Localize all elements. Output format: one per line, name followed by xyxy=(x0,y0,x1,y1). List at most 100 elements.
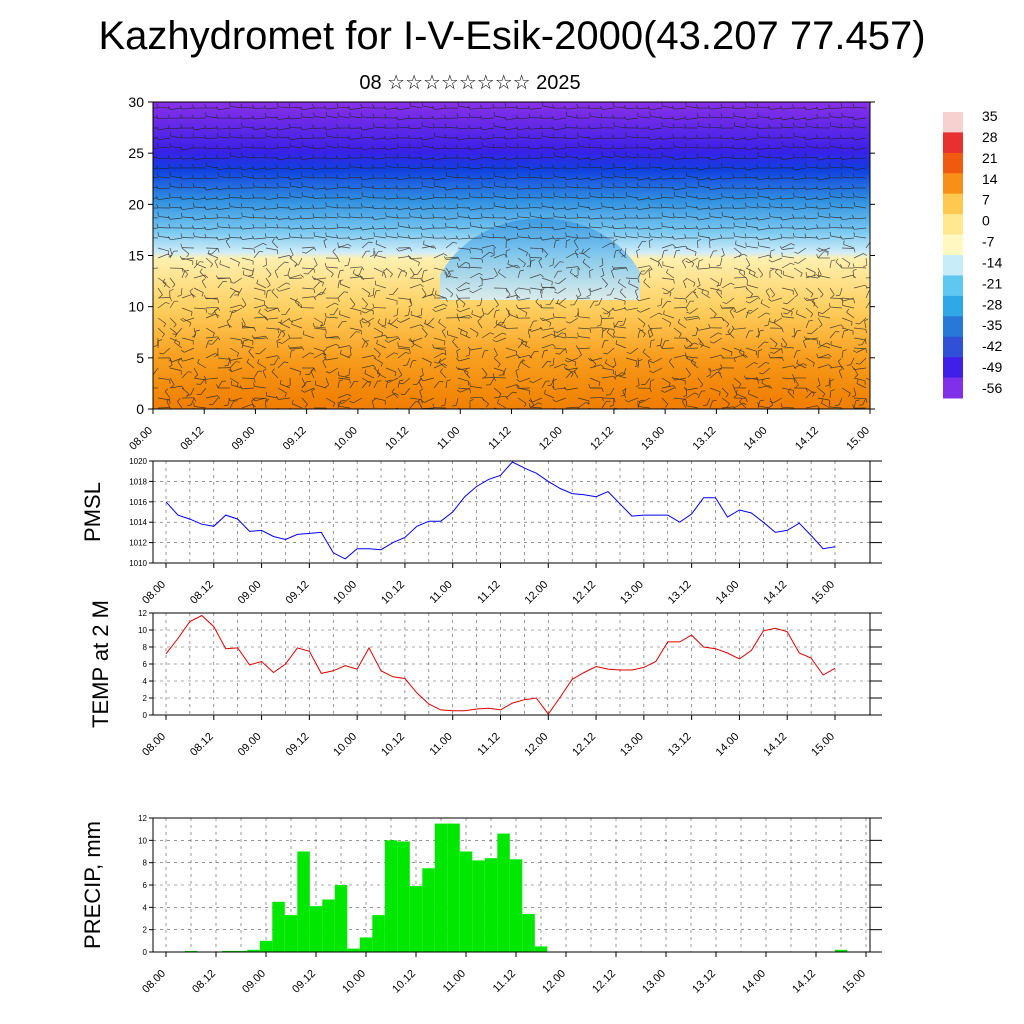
wind-barb xyxy=(469,267,483,269)
wind-barb xyxy=(606,331,615,339)
wind-barb xyxy=(506,225,519,229)
wind-barb xyxy=(446,237,459,240)
wind-barb xyxy=(169,337,180,343)
wind-barb xyxy=(435,307,447,312)
wind-barb-flag xyxy=(395,392,399,396)
wind-barb-flag xyxy=(794,261,799,264)
wind-barb-flag xyxy=(708,368,712,372)
wind-barb xyxy=(242,325,255,329)
wind-barb-flag xyxy=(320,322,323,327)
wind-barb-flag xyxy=(265,132,267,137)
wind-barb-flag xyxy=(253,382,255,387)
wind-barb xyxy=(693,291,699,299)
wind-barb xyxy=(458,227,471,230)
wind-barb xyxy=(230,136,243,139)
wind-barb xyxy=(325,267,334,274)
colorbar-label: 35 xyxy=(982,108,998,124)
wind-barb-flag xyxy=(718,368,722,372)
wind-barb-flag xyxy=(720,254,725,258)
wind-barb-flag xyxy=(687,374,691,378)
wind-barb xyxy=(347,257,351,266)
wind-barb-flag xyxy=(156,143,159,148)
wind-barb-flag xyxy=(791,185,795,190)
wind-barb-flag xyxy=(180,224,183,229)
wind-barb-flag xyxy=(577,266,581,271)
wind-barb-flag xyxy=(455,287,460,292)
wind-barb xyxy=(362,116,375,119)
wind-barb xyxy=(614,235,627,239)
wind-barb-flag xyxy=(145,204,147,208)
wind-barb xyxy=(162,281,171,289)
wind-barb xyxy=(557,287,567,294)
x-tick-label: 09.00 xyxy=(236,579,264,607)
wind-barb xyxy=(158,235,171,239)
wind-barb-flag xyxy=(635,176,639,181)
wind-barb xyxy=(323,350,327,359)
wind-barb-flag xyxy=(397,232,399,237)
wind-barb xyxy=(337,380,340,389)
wind-barb xyxy=(518,216,531,219)
wind-barb-flag xyxy=(774,343,778,348)
wind-barb xyxy=(166,400,171,409)
wind-barb xyxy=(517,257,526,264)
wind-barb xyxy=(794,167,807,171)
wind-barb-flag xyxy=(527,105,531,110)
wind-barb-flag xyxy=(672,244,676,248)
wind-barb xyxy=(409,267,415,275)
colorbar-label: -14 xyxy=(982,255,1002,271)
wind-barb-flag xyxy=(215,125,219,130)
wind-barb xyxy=(734,167,747,170)
wind-barb-flag xyxy=(263,166,267,170)
wind-barb-flag xyxy=(516,384,520,388)
wind-barb xyxy=(552,257,555,266)
wind-barb-flag xyxy=(695,216,699,221)
wind-barb xyxy=(350,216,363,219)
wind-barb-flag xyxy=(352,269,355,274)
wind-barb-flag xyxy=(163,283,167,288)
wind-barb-flag xyxy=(847,263,851,268)
wind-barb xyxy=(217,324,229,329)
wind-barb-flag xyxy=(312,124,315,129)
wind-barb xyxy=(205,247,219,249)
wind-barb xyxy=(457,247,470,250)
wind-barb-flag xyxy=(324,263,327,268)
wind-barb-flag xyxy=(467,215,471,220)
wind-barb-flag xyxy=(828,173,831,178)
wind-barb-flag xyxy=(291,320,293,325)
wind-barb xyxy=(722,196,735,199)
wind-barb xyxy=(553,271,559,279)
wind-barb xyxy=(338,157,351,160)
wind-barb-flag xyxy=(286,282,291,285)
wind-barb-flag xyxy=(840,173,843,178)
wind-barb-flag xyxy=(490,254,495,258)
wind-barb xyxy=(590,196,603,199)
wind-barb xyxy=(578,336,591,339)
wind-barb xyxy=(662,264,675,269)
wind-barb-flag xyxy=(394,372,397,377)
wind-barb-flag xyxy=(203,214,207,219)
bar xyxy=(397,841,410,952)
wind-barb xyxy=(460,333,471,339)
wind-barb-flag xyxy=(313,112,315,117)
wind-barb-flag xyxy=(816,113,819,118)
y-tick-label: 12 xyxy=(138,609,147,618)
wind-barb-flag xyxy=(457,262,459,267)
wind-barb xyxy=(421,357,432,363)
wind-barb-flag xyxy=(445,297,448,302)
wind-barb xyxy=(722,116,735,119)
wind-barb-flag xyxy=(575,345,579,350)
wind-barb-flag xyxy=(304,404,308,408)
wind-barb-flag xyxy=(251,235,255,240)
wind-barb-flag xyxy=(217,395,221,399)
wind-barb-flag xyxy=(516,173,519,178)
wind-barb-flag xyxy=(720,204,723,209)
wind-barb-flag xyxy=(744,173,747,178)
wind-barb-flag xyxy=(553,330,558,334)
wind-barb xyxy=(806,297,819,301)
wind-barb xyxy=(745,257,751,265)
wind-barb-flag xyxy=(683,394,687,398)
wind-barb xyxy=(817,247,829,252)
wind-barb-flag xyxy=(685,337,688,342)
x-tick-label: 11.00 xyxy=(427,731,454,758)
